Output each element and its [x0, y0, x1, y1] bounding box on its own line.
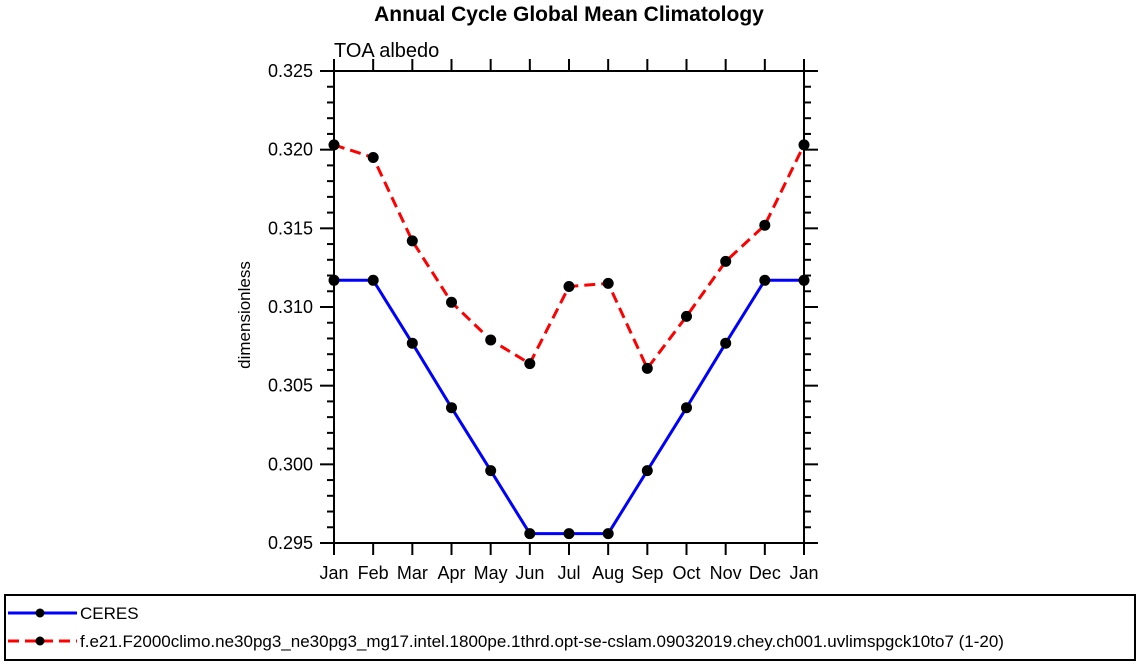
plot-axes — [320, 59, 818, 555]
legend-label-model: f.e21.F2000climo.ne30pg3_ne30pg3_mg17.in… — [80, 632, 1004, 651]
y-axis-label: dimensionless — [235, 261, 254, 369]
x-tick-label: Apr — [437, 563, 465, 583]
chart-subtitle: TOA albedo — [334, 40, 439, 62]
data-point-marker — [446, 296, 457, 308]
y-tick-label: 0.310 — [268, 297, 313, 317]
x-tick-label: Jan — [789, 563, 818, 583]
data-point-marker — [798, 274, 810, 286]
series-line-model — [333, 143, 806, 372]
data-point-marker — [367, 152, 379, 163]
y-tick-label: 0.305 — [268, 376, 313, 396]
data-point-marker — [759, 274, 771, 286]
data-point-marker — [328, 139, 340, 151]
data-point-marker — [720, 337, 732, 349]
plot-border — [333, 70, 805, 544]
y-tick-label: 0.325 — [268, 61, 313, 81]
x-tick-label: Jan — [319, 563, 348, 583]
data-point-marker — [328, 274, 340, 286]
data-point-marker — [602, 277, 614, 289]
series-layer — [328, 139, 810, 540]
data-point-marker — [681, 310, 692, 322]
x-tick-label: Jul — [557, 563, 580, 583]
y-tick-label: 0.295 — [268, 533, 313, 553]
data-point-marker — [367, 274, 379, 286]
data-point-marker — [641, 362, 653, 374]
data-point-marker — [681, 402, 692, 414]
data-point-marker — [798, 139, 810, 151]
x-tick-label: Oct — [672, 563, 700, 583]
x-tick-label: Feb — [358, 563, 389, 583]
legend-marker-model — [35, 636, 45, 646]
data-point-marker — [720, 255, 732, 267]
data-point-marker — [406, 337, 418, 349]
y-tick-label: 0.315 — [268, 218, 313, 238]
x-axis-tick-labels: Jan Feb Mar Apr May Jun Jul Aug Sep Oct Nov Dec Jan — [319, 563, 818, 583]
legend-label-ceres: CERES — [80, 604, 139, 623]
legend-box — [4, 594, 1136, 661]
x-tick-label: Sep — [631, 563, 663, 583]
y-tick-label: 0.320 — [268, 140, 313, 160]
legend: CERES f.e21.F2000climo.ne30pg3_ne30pg3_m… — [4, 594, 1136, 661]
data-point-marker — [446, 402, 457, 414]
x-tick-label: Nov — [710, 563, 742, 583]
chart-title: Annual Cycle Global Mean Climatology — [374, 3, 764, 26]
data-point-marker — [641, 465, 653, 477]
data-point-marker — [759, 219, 771, 231]
x-tick-label: Mar — [397, 563, 428, 583]
series-line-ceres — [334, 278, 804, 536]
data-point-marker — [485, 334, 497, 346]
data-point-marker — [524, 358, 536, 370]
data-point-marker — [563, 528, 575, 540]
data-point-marker — [602, 528, 614, 540]
y-axis-tick-labels: 0.295 0.300 0.305 0.310 0.315 0.320 0.325 — [268, 61, 313, 553]
x-tick-label: May — [474, 563, 508, 583]
x-tick-label: Dec — [749, 563, 781, 583]
data-point-marker — [406, 235, 418, 247]
y-tick-label: 0.300 — [268, 454, 313, 474]
legend-marker-ceres — [35, 608, 45, 618]
data-point-marker — [563, 281, 575, 292]
data-point-marker — [524, 528, 536, 540]
x-tick-label: Aug — [592, 563, 624, 583]
data-point-marker — [485, 465, 497, 477]
x-tick-label: Jun — [515, 563, 544, 583]
